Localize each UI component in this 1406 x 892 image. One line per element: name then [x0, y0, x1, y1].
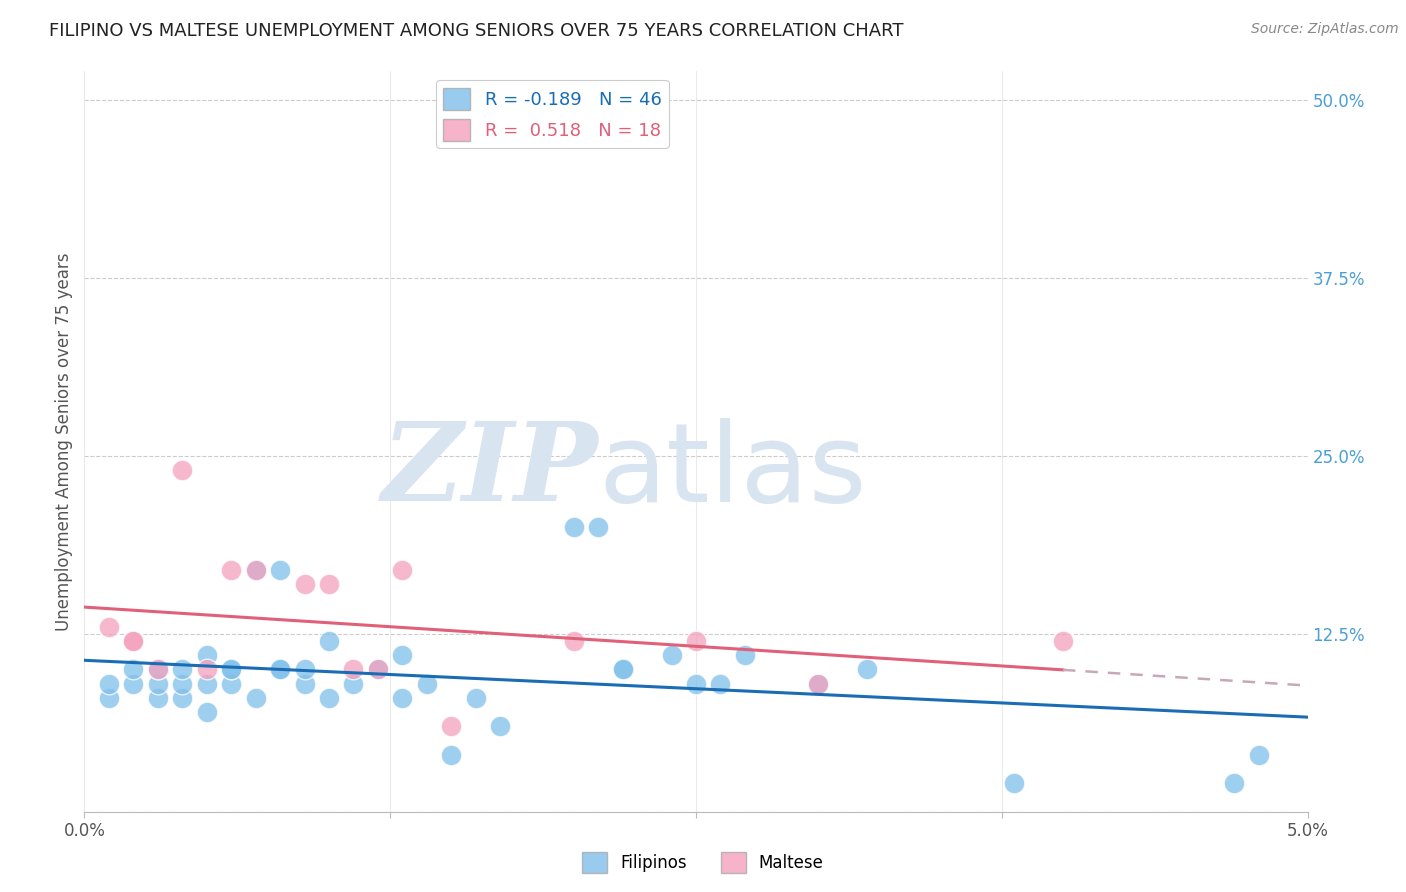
- Legend: Filipinos, Maltese: Filipinos, Maltese: [575, 846, 831, 880]
- Point: [122, 662, 145, 676]
- Point: [612, 662, 634, 676]
- Point: [294, 676, 316, 690]
- Point: [685, 676, 707, 690]
- Point: [391, 563, 413, 577]
- Point: [294, 577, 316, 591]
- Point: [172, 662, 194, 676]
- Text: ZIP: ZIP: [381, 417, 598, 524]
- Point: [342, 662, 364, 676]
- Point: [342, 676, 364, 690]
- Point: [195, 662, 218, 676]
- Point: [219, 662, 242, 676]
- Point: [195, 648, 218, 662]
- Point: [172, 676, 194, 690]
- Point: [612, 662, 634, 676]
- Point: [318, 690, 340, 705]
- Point: [195, 676, 218, 690]
- Y-axis label: Unemployment Among Seniors over 75 years: Unemployment Among Seniors over 75 years: [55, 252, 73, 631]
- Point: [146, 690, 169, 705]
- Point: [269, 662, 291, 676]
- Point: [122, 633, 145, 648]
- Point: [562, 520, 585, 534]
- Point: [562, 633, 585, 648]
- Legend: R = -0.189   N = 46, R =  0.518   N = 18: R = -0.189 N = 46, R = 0.518 N = 18: [436, 80, 669, 148]
- Point: [245, 563, 267, 577]
- Point: [1247, 747, 1270, 762]
- Point: [146, 676, 169, 690]
- Point: [294, 662, 316, 676]
- Point: [269, 662, 291, 676]
- Point: [856, 662, 879, 676]
- Point: [245, 690, 267, 705]
- Point: [1052, 633, 1074, 648]
- Point: [1002, 776, 1025, 790]
- Point: [219, 676, 242, 690]
- Point: [440, 747, 463, 762]
- Point: [661, 648, 683, 662]
- Text: atlas: atlas: [598, 417, 866, 524]
- Point: [367, 662, 389, 676]
- Point: [391, 648, 413, 662]
- Point: [416, 676, 439, 690]
- Point: [709, 676, 731, 690]
- Point: [219, 563, 242, 577]
- Point: [318, 577, 340, 591]
- Text: FILIPINO VS MALTESE UNEMPLOYMENT AMONG SENIORS OVER 75 YEARS CORRELATION CHART: FILIPINO VS MALTESE UNEMPLOYMENT AMONG S…: [49, 22, 904, 40]
- Point: [391, 690, 413, 705]
- Point: [146, 662, 169, 676]
- Point: [367, 662, 389, 676]
- Point: [440, 719, 463, 733]
- Point: [734, 648, 756, 662]
- Point: [97, 619, 120, 633]
- Point: [807, 676, 830, 690]
- Point: [172, 690, 194, 705]
- Point: [172, 463, 194, 477]
- Point: [318, 633, 340, 648]
- Point: [685, 633, 707, 648]
- Point: [97, 690, 120, 705]
- Point: [807, 676, 830, 690]
- Point: [245, 563, 267, 577]
- Point: [219, 662, 242, 676]
- Point: [122, 633, 145, 648]
- Point: [195, 705, 218, 719]
- Point: [586, 520, 609, 534]
- Text: Source: ZipAtlas.com: Source: ZipAtlas.com: [1251, 22, 1399, 37]
- Point: [489, 719, 512, 733]
- Point: [269, 563, 291, 577]
- Point: [1223, 776, 1246, 790]
- Point: [146, 662, 169, 676]
- Point: [464, 690, 486, 705]
- Point: [97, 676, 120, 690]
- Point: [122, 676, 145, 690]
